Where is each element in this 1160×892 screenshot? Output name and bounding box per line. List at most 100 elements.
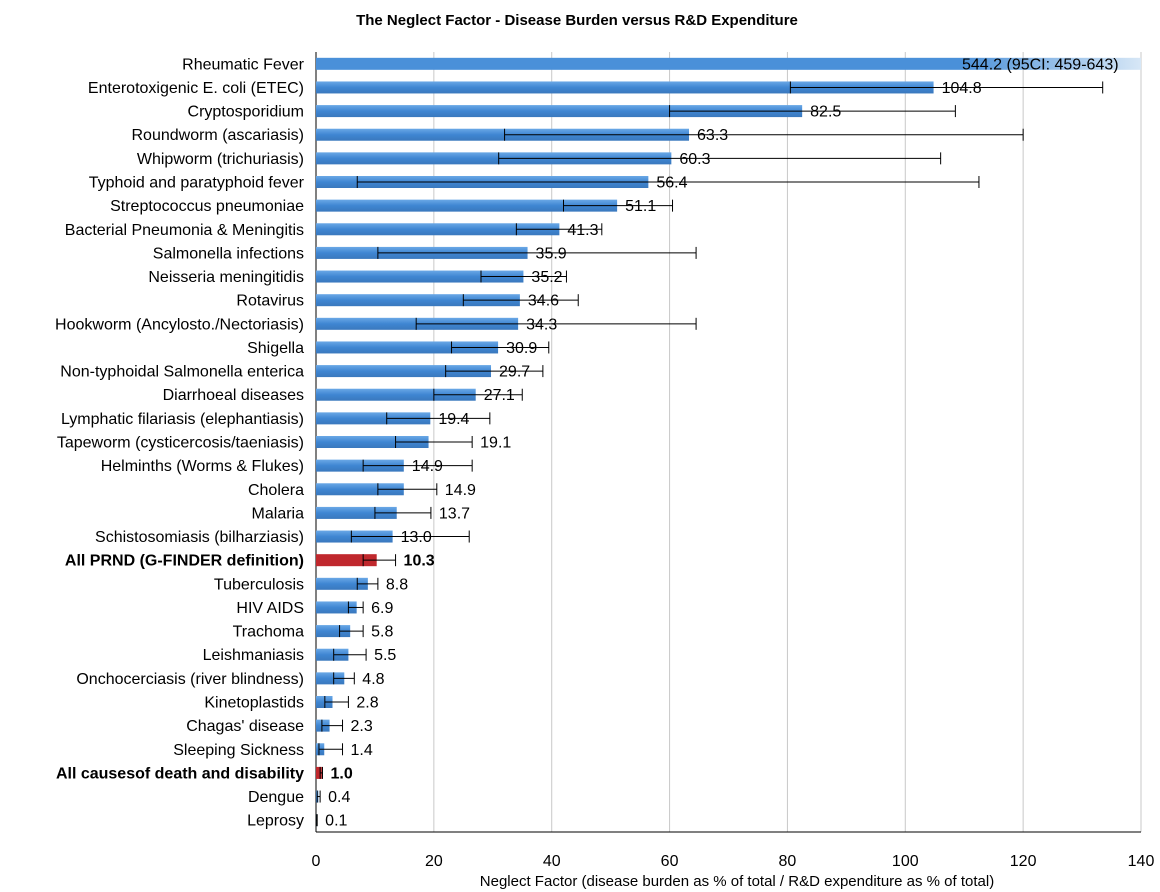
value-label: 14.9 — [445, 482, 476, 499]
value-label: 5.8 — [371, 624, 393, 641]
x-tick-label: 120 — [1010, 853, 1037, 870]
value-label: 6.9 — [371, 600, 393, 617]
category-label: Onchocerciasis (river blindness) — [76, 671, 304, 688]
category-label: Dengue — [248, 789, 304, 806]
bar — [316, 199, 618, 212]
value-label: 56.4 — [656, 175, 687, 192]
category-label: Diarrhoeal diseases — [163, 387, 304, 404]
bar — [316, 152, 672, 165]
bar — [316, 601, 357, 614]
x-tick-label: 80 — [779, 853, 797, 870]
value-label: 1.0 — [330, 765, 352, 782]
value-label: 30.9 — [506, 340, 537, 357]
bar — [316, 270, 524, 283]
category-label: Roundworm (ascariasis) — [132, 127, 305, 144]
category-label: Kinetoplastids — [204, 695, 304, 712]
category-label: Enterotoxigenic E. coli (ETEC) — [88, 80, 304, 97]
value-label: 544.2 (95CI: 459-643) — [962, 56, 1119, 73]
bars — [316, 57, 1141, 827]
category-label: Lymphatic filariasis (elephantiasis) — [61, 411, 304, 428]
bar — [316, 81, 934, 94]
value-label: 13.0 — [401, 529, 432, 546]
bar — [316, 294, 520, 307]
bar — [316, 554, 377, 567]
value-label: 35.9 — [536, 245, 567, 262]
bar — [316, 648, 349, 661]
category-label: Streptococcus pneumoniae — [110, 198, 304, 215]
chart-title: The Neglect Factor - Disease Burden vers… — [356, 12, 798, 29]
category-label: Helminths (Worms & Flukes) — [101, 458, 304, 475]
category-label: Hookworm (Ancylosto./Nectoriasis) — [55, 316, 304, 333]
bar — [316, 412, 431, 425]
category-label: Cryptosporidium — [188, 104, 304, 121]
value-label: 13.7 — [439, 505, 470, 522]
x-tick-label: 60 — [661, 853, 679, 870]
value-label: 2.8 — [356, 695, 378, 712]
bar — [316, 223, 560, 236]
value-label: 29.7 — [499, 364, 530, 381]
category-label: Neisseria meningitidis — [148, 269, 304, 286]
category-label: Non-typhoidal Salmonella enterica — [60, 364, 304, 381]
value-label: 35.2 — [531, 269, 562, 286]
category-label: Cholera — [248, 482, 304, 499]
bar — [316, 506, 397, 519]
value-label: 4.8 — [362, 671, 384, 688]
bar — [316, 766, 322, 779]
category-label: Shigella — [247, 340, 304, 357]
value-label: 0.1 — [325, 813, 347, 830]
value-label: 27.1 — [484, 387, 515, 404]
category-label: Leprosy — [247, 813, 304, 830]
category-label: Salmonella infections — [153, 245, 304, 262]
bar — [316, 365, 492, 378]
bar — [316, 436, 429, 448]
bar — [316, 128, 690, 141]
value-label: 51.1 — [625, 198, 656, 215]
category-label: Tapeworm (cysticercosis/taeniasis) — [57, 435, 304, 452]
bar — [316, 672, 345, 685]
bar — [316, 341, 499, 354]
value-label: 34.6 — [528, 293, 559, 310]
category-label: Leishmaniasis — [203, 647, 304, 664]
category-label: All causesof death and disability — [56, 765, 304, 782]
category-label: Sleeping Sickness — [173, 742, 304, 759]
category-label: Malaria — [252, 505, 305, 522]
x-axis-title: Neglect Factor (disease burden as % of t… — [480, 873, 994, 890]
x-axis-ticks: 0 20 40 60 80 100 120 140 — [312, 853, 1155, 870]
value-label: 5.5 — [374, 647, 396, 664]
value-label: 10.3 — [404, 553, 435, 570]
value-label: 60.3 — [679, 151, 710, 168]
value-label: 1.4 — [351, 742, 373, 759]
x-tick-label: 40 — [543, 853, 561, 870]
category-label: HIV AIDS — [236, 600, 304, 617]
x-tick-label: 0 — [312, 853, 321, 870]
x-tick-label: 100 — [892, 853, 919, 870]
bar — [316, 459, 404, 472]
category-label: Rheumatic Fever — [182, 56, 304, 73]
category-label: Rotavirus — [236, 293, 304, 310]
category-label: All PRND (G-FINDER definition) — [65, 553, 304, 570]
value-label: 19.4 — [438, 411, 469, 428]
bar — [316, 388, 476, 401]
error-bars — [315, 81, 1104, 827]
x-tick-label: 20 — [425, 853, 443, 870]
value-label: 34.3 — [526, 316, 557, 333]
category-label: Schistosomiasis (bilharziasis) — [95, 529, 304, 546]
value-label: 104.8 — [942, 80, 982, 97]
value-label: 8.8 — [386, 576, 408, 593]
value-label: 2.3 — [351, 718, 373, 735]
bar — [316, 696, 333, 708]
category-label: Whipworm (trichuriasis) — [137, 151, 304, 168]
value-label: 63.3 — [697, 127, 728, 144]
value-label: 14.9 — [412, 458, 443, 475]
category-label: Bacterial Pneumonia & Meningitis — [65, 222, 304, 239]
category-label: Trachoma — [233, 624, 305, 641]
value-label: 41.3 — [567, 222, 598, 239]
category-label: Typhoid and paratyphoid fever — [89, 175, 305, 192]
bar — [316, 57, 1141, 70]
category-label: Tuberculosis — [214, 576, 304, 593]
bar — [316, 625, 351, 638]
value-label: 82.5 — [810, 104, 841, 121]
bar — [316, 577, 368, 590]
value-labels: 544.2 (95CI: 459-643) 104.8 82.5 63.3 60.3 56… — [325, 56, 1118, 829]
